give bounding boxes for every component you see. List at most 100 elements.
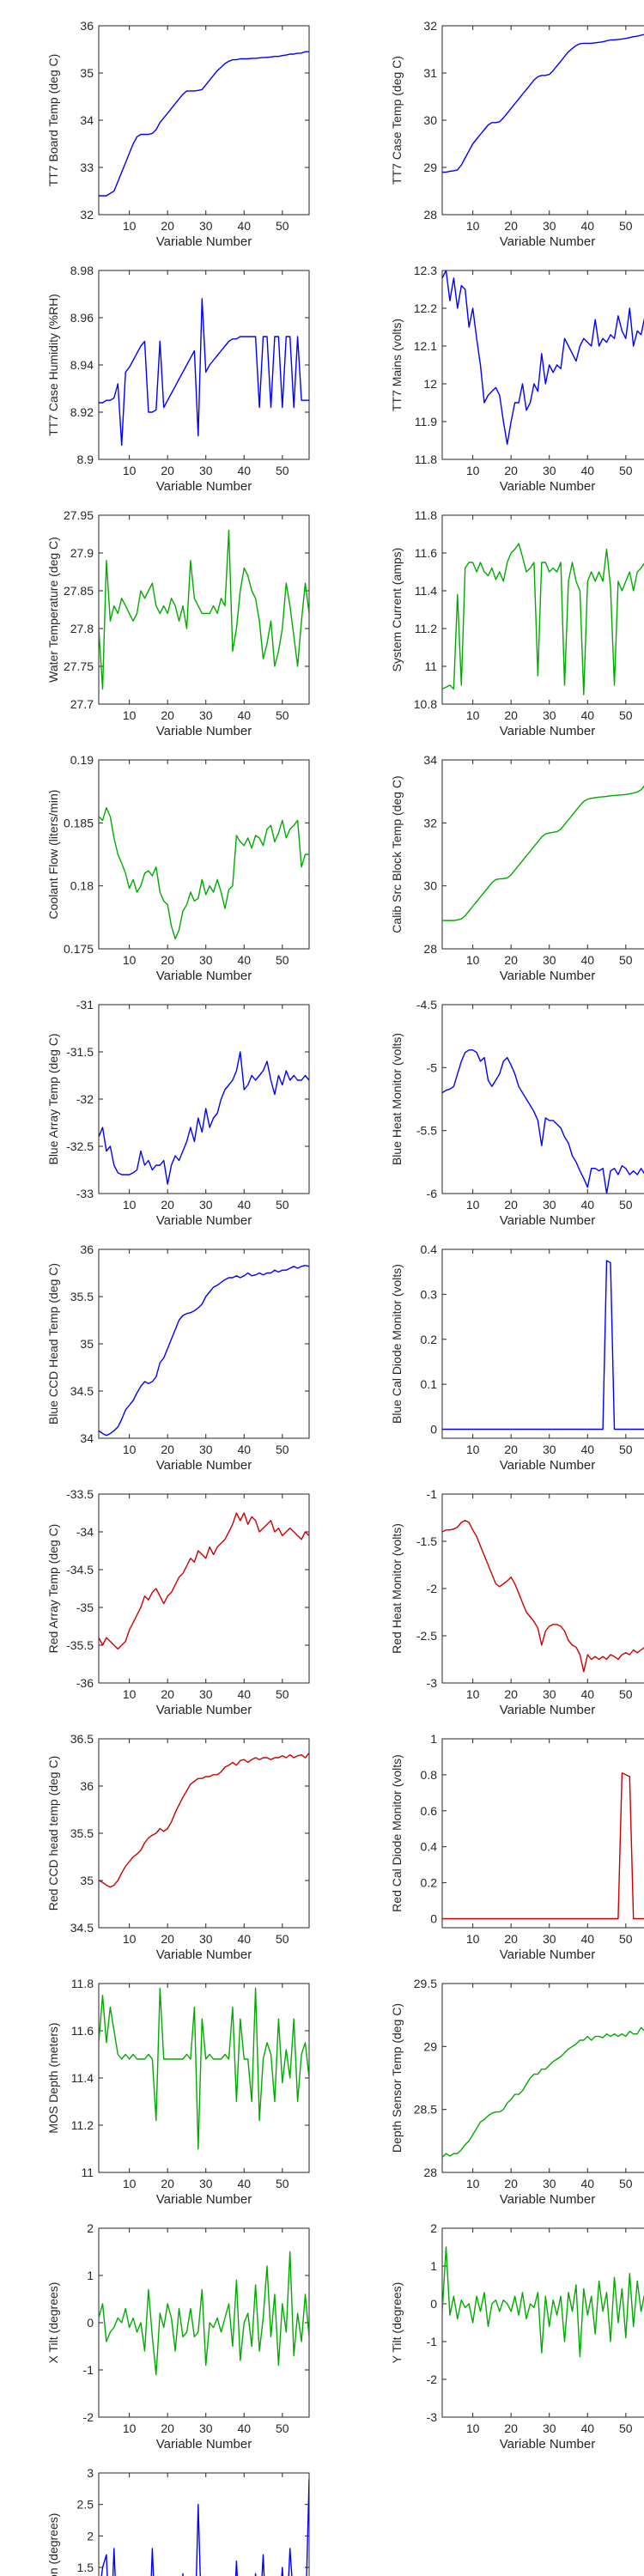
x-tick-label: 20 [504,1443,518,1456]
x-tick-label: 50 [619,2177,633,2190]
y-tick-label: -1 [427,2335,438,2348]
y-tick-label: 1 [87,2269,94,2282]
x-tick-label: 30 [199,1198,213,1212]
series-line [442,1049,644,1194]
x-tick-label: 20 [161,953,174,967]
x-tick-label: 30 [199,2177,213,2190]
x-tick-label: 20 [504,953,518,967]
chart-panel-2: 28 29 30 31 32 10 20 30 40 50 Variable Number TT7 C… [390,19,644,249]
x-tick-label: 40 [580,2421,594,2435]
y-tick-label: -31.5 [66,1045,94,1059]
x-tick-label: 40 [237,1932,251,1946]
y-tick-label: 0.4 [421,1242,438,1256]
y-tick-label: 27.7 [70,697,94,711]
y-tick-label: -35 [76,1601,94,1614]
y-tick-label: 35 [80,66,94,80]
x-tick-label: 20 [504,2177,518,2190]
y-tick-label: -2.5 [416,1629,437,1643]
y-tick-label: -1.5 [416,1534,437,1548]
x-tick-label: 30 [543,1687,556,1701]
x-tick-label: 40 [580,2177,594,2190]
x-tick-label: 20 [161,464,174,477]
y-axis-label: MOS Depth (meters) [46,2022,60,2133]
y-tick-label: 29 [423,161,437,174]
y-tick-label: 28 [423,942,437,956]
y-tick-label: -36 [76,1676,94,1690]
y-tick-label: 27.85 [64,584,94,598]
y-tick-label: 29 [423,2039,437,2053]
y-tick-label: 11 [424,659,437,673]
y-tick-label: 0.3 [421,1287,438,1301]
y-tick-label: 12.2 [414,301,437,315]
y-tick-label: 0 [430,1912,437,1926]
y-tick-label: 28 [423,2166,437,2179]
y-tick-label: 0.185 [64,816,94,829]
x-tick-label: 10 [123,1443,137,1456]
x-tick-label: 30 [543,2421,556,2435]
y-tick-label: 30 [423,879,437,893]
series-line [99,1264,309,1437]
x-tick-label: 10 [466,219,480,233]
x-tick-label: 10 [123,1198,137,1212]
y-tick-label: 36 [80,19,94,33]
x-tick-label: 40 [580,1443,594,1456]
x-tick-label: 30 [543,708,556,722]
x-tick-label: 10 [123,464,137,477]
x-axis-label: Variable Number [500,1458,595,1473]
x-tick-label: 40 [580,1687,594,1701]
x-tick-label: 30 [199,708,213,722]
x-tick-label: 50 [276,2177,289,2190]
x-tick-label: 50 [619,219,633,233]
series-line [442,543,644,696]
y-tick-label: 27.75 [64,659,94,673]
y-axis-label: Red Heat Monitor (volts) [390,1523,404,1654]
x-tick-label: 10 [123,708,137,722]
y-axis-label: Blue CCD Head Temp (deg C) [46,1263,60,1425]
y-tick-label: -6 [427,1187,438,1200]
y-tick-label: 11.8 [415,508,437,522]
series-line [99,807,309,940]
plot-frame [98,2472,310,2576]
y-axis-label: Coolant Flow (liters/min) [46,790,60,920]
y-tick-label: -2 [427,1582,438,1595]
series-line [442,1520,644,1673]
y-tick-label: 28.5 [414,2103,437,2117]
x-tick-label: 20 [161,708,174,722]
x-tick-label: 40 [580,464,594,477]
y-tick-label: 0 [87,2316,94,2330]
chart-panel-19: -2 -1 0 1 2 10 20 30 40 50 Variable Number X Tilt (… [46,2221,310,2451]
x-tick-label: 30 [199,1443,213,1456]
series-line [442,270,644,446]
y-axis-label: TT7 Board Temp (deg C) [46,54,60,187]
y-tick-label: 35 [80,1874,94,1887]
x-axis-label: Variable Number [156,1458,252,1473]
y-tick-label: 11.8 [71,1977,94,1990]
series-line [99,2251,309,2376]
y-axis-label: Red Cal Diode Monitor (volts) [390,1754,404,1912]
y-tick-label: 1 [430,2259,437,2273]
series-line [442,2026,644,2158]
plot-frame [98,270,310,460]
x-axis-label: Variable Number [500,2192,595,2207]
plot-frame [441,1493,644,1684]
series-line [442,1772,644,1920]
chart-panel-4: 11.8 11.9 12 12.1 12.2 12.3 10 20 30 40 50 Variable… [390,264,644,494]
x-tick-label: 10 [123,1687,137,1701]
series-line [99,1987,309,2150]
x-tick-label: 30 [543,1198,556,1212]
chart-panel-13: -36 -35.5 -35 -34.5 -34 -33.5 10 20 30 40 50 Variab… [46,1487,310,1717]
y-tick-label: 11.6 [71,2024,94,2038]
x-tick-label: 20 [161,1687,174,1701]
y-axis-label: Blue Heat Monitor (volts) [390,1033,404,1165]
x-tick-label: 10 [466,1443,480,1456]
chart-panel-16: 0 0.2 0.4 0.6 0.8 1 10 20 30 40 50 Variable Number R… [390,1732,644,1962]
x-tick-label: 40 [237,219,251,233]
y-tick-label: 8.96 [70,311,94,325]
series-line [99,51,309,197]
y-tick-label: 34 [80,113,94,127]
plot-frame [98,1493,310,1684]
x-tick-label: 10 [466,1687,480,1701]
x-axis-label: Variable Number [156,969,252,983]
y-tick-label: 27.8 [70,622,94,635]
y-tick-label: 34 [80,1431,94,1445]
